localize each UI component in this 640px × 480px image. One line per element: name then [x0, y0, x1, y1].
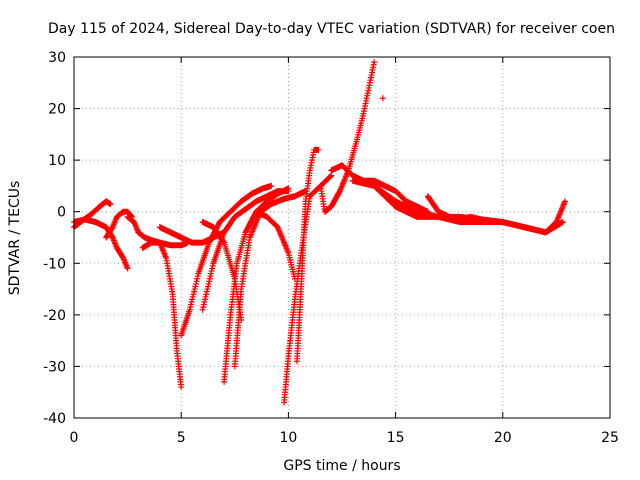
y-tick-label: -30 — [43, 359, 66, 375]
series-arc-7 — [178, 182, 275, 339]
x-tick-label: 20 — [494, 430, 512, 446]
series-arc-3 — [103, 208, 135, 241]
series-markers — [293, 146, 322, 365]
grid-layer — [74, 57, 610, 418]
series-markers — [379, 95, 386, 102]
series-arc-11 — [199, 219, 245, 324]
series-markers — [221, 185, 292, 385]
x-tick-label: 10 — [279, 430, 297, 446]
series-arc-12 — [253, 208, 298, 282]
series-markers — [199, 219, 245, 324]
y-tick-label: 20 — [48, 102, 66, 118]
y-tick-label: 0 — [57, 205, 66, 221]
tick-layer — [73, 56, 611, 419]
y-tick-labels: -40 -30 -20 -10 0 10 20 30 — [43, 50, 66, 427]
series-markers — [371, 182, 568, 236]
series-markers — [317, 59, 378, 215]
series-markers — [178, 182, 275, 339]
series-markers — [231, 188, 309, 370]
series-arc-9 — [221, 185, 292, 385]
series-arc-10 — [231, 188, 309, 370]
data-layer — [71, 59, 568, 406]
series-arc-19 — [424, 193, 506, 226]
series-arc-20 — [379, 95, 386, 102]
series-arc-15 — [317, 59, 378, 215]
x-tick-label: 25 — [601, 430, 619, 446]
series-arc-14 — [293, 146, 322, 365]
series-markers — [139, 239, 191, 251]
chart-title: Day 115 of 2024, Sidereal Day-to-day VTE… — [48, 21, 615, 37]
y-tick-label: 30 — [48, 50, 66, 66]
plot-frame — [73, 56, 611, 419]
y-tick-label: 10 — [48, 153, 66, 169]
x-tick-label: 15 — [387, 430, 405, 446]
x-axis-label: GPS time / hours — [283, 458, 400, 474]
y-tick-label: -20 — [43, 308, 66, 324]
y-tick-label: -10 — [43, 256, 66, 272]
y-tick-label: -40 — [43, 411, 66, 427]
x-tick-label: 0 — [70, 430, 79, 446]
series-arc-18 — [371, 182, 568, 236]
series-markers — [253, 208, 298, 282]
y-axis-label: SDTVAR / TECUs — [7, 181, 23, 296]
series-markers — [103, 208, 135, 241]
x-tick-labels: 0 5 10 15 20 25 — [70, 430, 619, 446]
x-tick-label: 5 — [177, 430, 186, 446]
series-arc-5 — [139, 239, 191, 251]
series-markers — [424, 193, 506, 226]
